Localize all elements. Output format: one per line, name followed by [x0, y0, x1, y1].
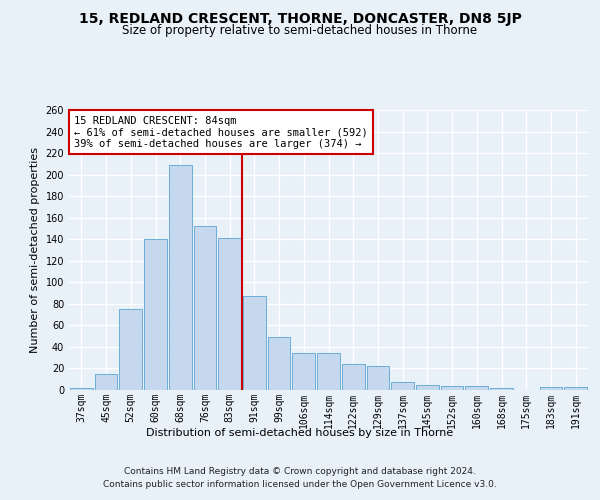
- Bar: [317, 354, 340, 390]
- Text: Distribution of semi-detached houses by size in Thorne: Distribution of semi-detached houses by …: [146, 428, 454, 438]
- Bar: [539, 387, 562, 390]
- Bar: [416, 384, 439, 390]
- Bar: [169, 165, 191, 390]
- Bar: [490, 388, 513, 390]
- Bar: [342, 364, 365, 390]
- Y-axis label: Number of semi-detached properties: Number of semi-detached properties: [30, 147, 40, 353]
- Bar: [466, 386, 488, 390]
- Text: Contains HM Land Registry data © Crown copyright and database right 2024.: Contains HM Land Registry data © Crown c…: [124, 468, 476, 476]
- Bar: [441, 386, 463, 390]
- Bar: [243, 296, 266, 390]
- Bar: [268, 337, 290, 390]
- Bar: [144, 239, 167, 390]
- Bar: [391, 382, 414, 390]
- Bar: [564, 387, 587, 390]
- Text: Contains public sector information licensed under the Open Government Licence v3: Contains public sector information licen…: [103, 480, 497, 489]
- Text: 15 REDLAND CRESCENT: 84sqm
← 61% of semi-detached houses are smaller (592)
39% o: 15 REDLAND CRESCENT: 84sqm ← 61% of semi…: [74, 116, 368, 149]
- Bar: [292, 354, 315, 390]
- Bar: [367, 366, 389, 390]
- Text: 15, REDLAND CRESCENT, THORNE, DONCASTER, DN8 5JP: 15, REDLAND CRESCENT, THORNE, DONCASTER,…: [79, 12, 521, 26]
- Text: Size of property relative to semi-detached houses in Thorne: Size of property relative to semi-detach…: [122, 24, 478, 37]
- Bar: [194, 226, 216, 390]
- Bar: [95, 374, 118, 390]
- Bar: [218, 238, 241, 390]
- Bar: [70, 388, 93, 390]
- Bar: [119, 309, 142, 390]
